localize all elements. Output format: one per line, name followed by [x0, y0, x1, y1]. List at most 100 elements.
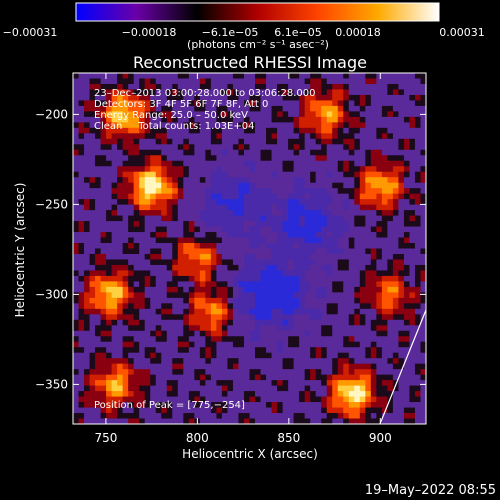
- heatmap-cell: [271, 402, 278, 409]
- heatmap-cell: [210, 193, 217, 200]
- heatmap-cell: [84, 264, 91, 271]
- heatmap-cell: [271, 264, 278, 271]
- heatmap-cell: [348, 407, 355, 414]
- heatmap-cell: [315, 253, 322, 260]
- heatmap-cell: [315, 341, 322, 348]
- heatmap-cell: [78, 215, 85, 222]
- heatmap-cell: [420, 248, 426, 255]
- heatmap-cell: [210, 259, 217, 266]
- heatmap-cell: [232, 94, 239, 101]
- heatmap-cell: [255, 347, 262, 354]
- heatmap-cell: [205, 303, 212, 310]
- heatmap-cell: [95, 253, 102, 260]
- heatmap-cell: [370, 116, 377, 123]
- heatmap-cell: [266, 292, 273, 299]
- heatmap-cell: [155, 243, 162, 249]
- heatmap-cell: [188, 325, 195, 332]
- heatmap-cell: [221, 199, 228, 206]
- heatmap-cell: [282, 396, 289, 403]
- heatmap-cell: [243, 374, 250, 381]
- heatmap-cell: [238, 221, 245, 228]
- heatmap-cell: [343, 210, 350, 217]
- heatmap-cell: [100, 319, 107, 326]
- heatmap-cell: [232, 253, 239, 260]
- heatmap-cell: [337, 127, 344, 134]
- heatmap-cell: [188, 391, 195, 398]
- heatmap-cell: [95, 171, 102, 178]
- heatmap-cell: [392, 407, 399, 414]
- heatmap-cell: [255, 352, 262, 359]
- heatmap-cell: [199, 352, 206, 359]
- heatmap-cell: [321, 308, 328, 315]
- heatmap-cell: [266, 259, 273, 266]
- heatmap-cell: [343, 160, 350, 167]
- heatmap-cell: [403, 83, 410, 90]
- heatmap-cell: [84, 418, 91, 424]
- heatmap-cell: [293, 385, 300, 392]
- heatmap-cell: [100, 210, 107, 217]
- heatmap-cell: [392, 182, 399, 189]
- heatmap-cell: [238, 407, 245, 414]
- heatmap-cell: [150, 204, 157, 211]
- heatmap-cell: [232, 171, 239, 178]
- heatmap-cell: [348, 144, 355, 151]
- heatmap-cell: [188, 402, 195, 409]
- heatmap-cell: [387, 352, 394, 359]
- heatmap-cell: [249, 232, 256, 239]
- heatmap-cell: [255, 215, 262, 222]
- heatmap-cell: [166, 155, 173, 162]
- heatmap-cell: [78, 177, 85, 184]
- heatmap-cell: [359, 363, 366, 370]
- heatmap-cell: [139, 105, 146, 112]
- heatmap-cell: [139, 418, 146, 424]
- heatmap-cell: [95, 133, 102, 140]
- heatmap-cell: [78, 243, 85, 249]
- heatmap-cell: [205, 347, 212, 354]
- heatmap-cell: [111, 78, 118, 85]
- heatmap-cell: [238, 391, 245, 398]
- heatmap-cell: [199, 396, 206, 403]
- heatmap-cell: [199, 166, 206, 173]
- heatmap-cell: [409, 336, 416, 343]
- heatmap-cell: [321, 177, 328, 184]
- heatmap-cell: [277, 78, 284, 85]
- heatmap-cell: [100, 73, 107, 79]
- heatmap-cell: [310, 418, 317, 424]
- heatmap-cell: [243, 116, 250, 123]
- heatmap-cell: [106, 418, 113, 424]
- heatmap-cell: [348, 347, 355, 354]
- heatmap-cell: [100, 160, 107, 167]
- heatmap-cell: [343, 94, 350, 101]
- heatmap-cell: [73, 182, 80, 189]
- heatmap-cell: [414, 352, 421, 359]
- heatmap-cell: [183, 253, 190, 260]
- heatmap-cell: [381, 100, 388, 107]
- heatmap-cell: [387, 308, 394, 315]
- heatmap-cell: [166, 237, 173, 244]
- heatmap-cell: [403, 193, 410, 200]
- heatmap-cell: [106, 286, 113, 293]
- heatmap-cell: [122, 193, 129, 200]
- heatmap-cell: [387, 275, 394, 282]
- heatmap-cell: [100, 369, 107, 376]
- heatmap-cell: [376, 308, 383, 315]
- heatmap-cell: [243, 297, 250, 304]
- heatmap-cell: [387, 204, 394, 211]
- heatmap-cell: [392, 166, 399, 173]
- heatmap-cell: [403, 358, 410, 365]
- heatmap-cell: [321, 396, 328, 403]
- heatmap-cell: [293, 281, 300, 288]
- heatmap-cell: [321, 210, 328, 217]
- heatmap-cell: [343, 363, 350, 370]
- heatmap-cell: [177, 149, 184, 156]
- heatmap-cell: [304, 116, 311, 123]
- heatmap-cell: [321, 221, 328, 228]
- heatmap-cell: [199, 253, 206, 260]
- heatmap-cell: [321, 188, 328, 195]
- y-tick-label: −350: [35, 377, 68, 391]
- heatmap-cell: [232, 199, 239, 206]
- heatmap-cell: [139, 314, 146, 321]
- heatmap-cell: [205, 83, 212, 90]
- heatmap-cell: [78, 358, 85, 365]
- heatmap-cell: [398, 380, 405, 387]
